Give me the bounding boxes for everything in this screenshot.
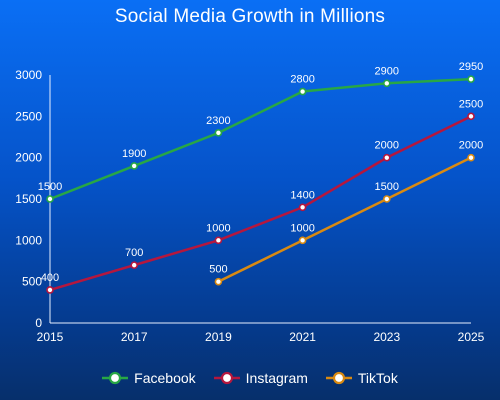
data-label: 700 bbox=[125, 247, 143, 259]
series-line-tiktok bbox=[217, 156, 472, 283]
legend-item-facebook[interactable]: Facebook bbox=[102, 370, 196, 386]
series-line-facebook bbox=[49, 77, 472, 201]
data-point[interactable] bbox=[467, 75, 475, 83]
y-tick-label: 1000 bbox=[15, 233, 42, 247]
legend-swatch-marker bbox=[109, 371, 122, 385]
x-tick-label: 2019 bbox=[205, 330, 232, 344]
legend-swatch-icon bbox=[102, 371, 129, 385]
y-tick-label: 0 bbox=[35, 316, 42, 330]
series-lines bbox=[49, 77, 472, 292]
data-label: 1500 bbox=[375, 181, 399, 193]
legend-swatch-icon bbox=[325, 371, 352, 385]
data-label: 500 bbox=[209, 264, 227, 276]
chart-title: Social Media Growth in Millions bbox=[114, 6, 386, 27]
chart-legend: Facebook Instagram TikTok bbox=[0, 370, 500, 386]
x-tick-label: 2017 bbox=[121, 330, 148, 344]
data-point[interactable] bbox=[382, 79, 391, 88]
series-points bbox=[46, 75, 475, 294]
data-point[interactable] bbox=[214, 277, 223, 286]
data-point[interactable] bbox=[298, 87, 307, 96]
y-tick-label: 2500 bbox=[15, 109, 42, 123]
x-tick-label: 2025 bbox=[458, 330, 485, 344]
legend-label: Facebook bbox=[134, 370, 196, 386]
data-point[interactable] bbox=[298, 236, 307, 245]
data-label: 1500 bbox=[38, 181, 62, 193]
data-point[interactable] bbox=[382, 153, 391, 162]
y-tick-labels: 0 500 1000 1500 2000 2500 3000 bbox=[15, 68, 42, 330]
data-label: 2000 bbox=[459, 140, 483, 152]
data-point[interactable] bbox=[46, 286, 54, 294]
data-label: 400 bbox=[41, 272, 59, 284]
legend-swatch-marker bbox=[220, 371, 233, 385]
data-label: 1000 bbox=[290, 222, 314, 234]
legend-label: Instagram bbox=[245, 370, 308, 386]
y-tick-label: 500 bbox=[22, 275, 42, 289]
data-point[interactable] bbox=[298, 203, 307, 212]
data-label: 1900 bbox=[122, 148, 146, 160]
data-point[interactable] bbox=[214, 236, 223, 245]
data-point[interactable] bbox=[130, 162, 138, 170]
data-label: 2300 bbox=[206, 115, 230, 127]
data-label: 1400 bbox=[290, 189, 314, 201]
legend-swatch-icon bbox=[213, 371, 240, 385]
y-tick-label: 3000 bbox=[15, 68, 42, 82]
legend-swatch-marker bbox=[332, 371, 345, 385]
x-tick-label: 2015 bbox=[37, 330, 64, 344]
data-labels: 1500 1900 2300 2800 2900 2950 400 700 1000 1400 20… bbox=[38, 61, 483, 284]
data-point[interactable] bbox=[130, 261, 138, 269]
data-point[interactable] bbox=[214, 129, 223, 137]
series-line-instagram bbox=[49, 115, 472, 292]
x-tick-label: 2023 bbox=[373, 330, 400, 344]
legend-label: TikTok bbox=[357, 370, 398, 386]
data-label: 2500 bbox=[459, 98, 483, 110]
data-point[interactable] bbox=[46, 195, 54, 203]
data-point[interactable] bbox=[467, 112, 475, 121]
data-point[interactable] bbox=[382, 195, 391, 203]
y-tick-label: 1500 bbox=[15, 192, 42, 206]
data-label: 2800 bbox=[290, 74, 314, 86]
data-label: 2000 bbox=[375, 140, 399, 152]
data-point[interactable] bbox=[467, 153, 475, 162]
x-tick-labels: 2015 2017 2019 2021 2023 2025 bbox=[37, 330, 485, 344]
data-label: 2900 bbox=[375, 65, 399, 77]
y-tick-label: 2000 bbox=[15, 151, 42, 165]
data-label: 2950 bbox=[459, 61, 483, 73]
data-label: 1000 bbox=[206, 222, 230, 234]
legend-item-tiktok[interactable]: TikTok bbox=[325, 370, 398, 386]
x-tick-label: 2021 bbox=[289, 330, 316, 344]
legend-item-instagram[interactable]: Instagram bbox=[213, 370, 308, 386]
